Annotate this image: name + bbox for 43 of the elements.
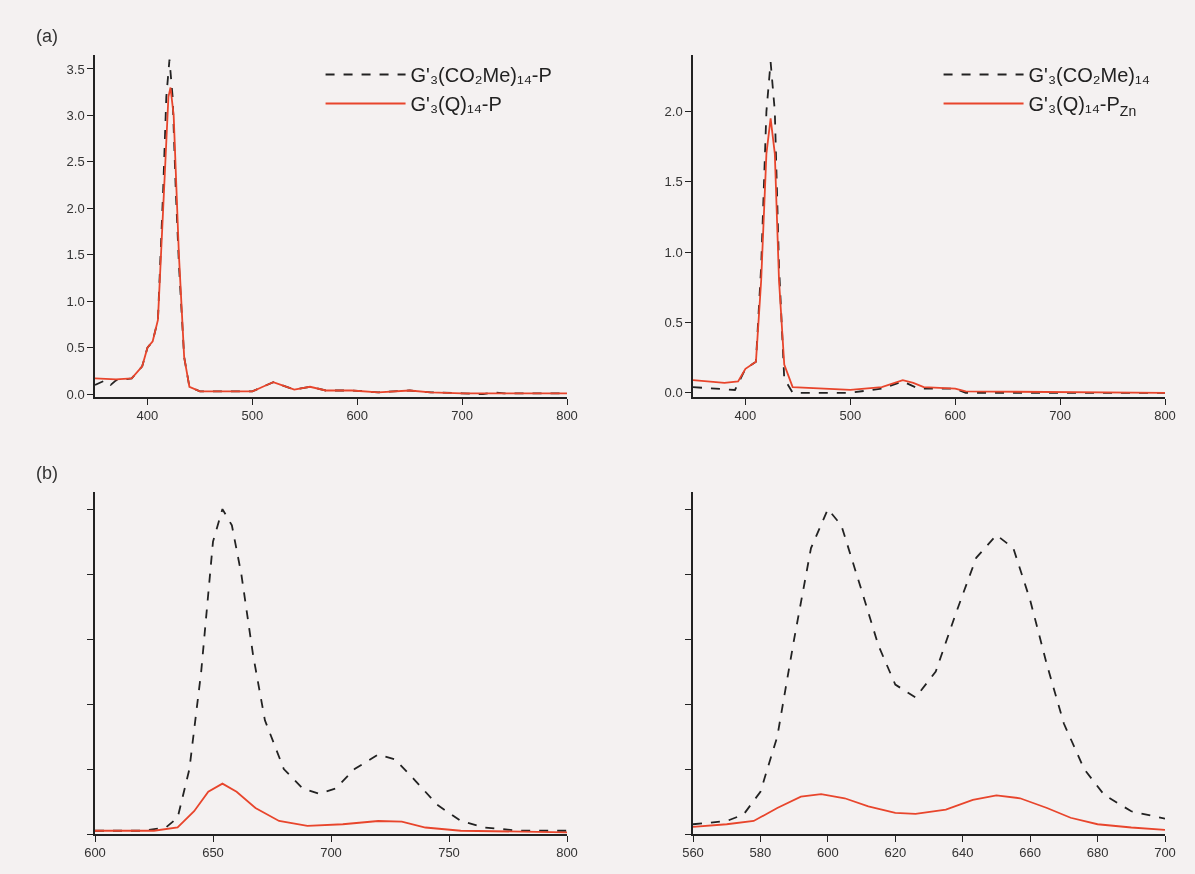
x-tick-label: 600 xyxy=(84,845,106,861)
x-tick-label: 700 xyxy=(451,408,473,424)
legend-label: G'₃(Q)₁₄-P xyxy=(410,93,502,116)
y-tick-label: 0.5 xyxy=(66,340,85,356)
y-tick-label: 0.0 xyxy=(66,386,85,402)
x-tick-label: 800 xyxy=(1154,408,1176,424)
legend-label: G'₃(CO₂Me)₁₄-P xyxy=(410,64,552,87)
x-tick-label: 800 xyxy=(556,845,578,861)
y-tick-label: 1.0 xyxy=(66,293,85,309)
line-series xyxy=(693,117,1165,394)
x-tick-label: 600 xyxy=(817,845,839,861)
x-tick-label: 680 xyxy=(1086,845,1109,861)
x-tick-label: 640 xyxy=(951,845,974,861)
text: (a) xyxy=(36,26,58,46)
text: (b) xyxy=(36,463,58,483)
y-tick-label: 0.0 xyxy=(664,385,683,401)
y-tick-label: 1.5 xyxy=(664,174,683,190)
x-tick-label: 500 xyxy=(839,408,862,424)
x-tick-label: 700 xyxy=(1049,408,1071,424)
x-tick-label: 800 xyxy=(556,408,578,424)
x-tick-label: 700 xyxy=(1154,845,1176,861)
y-tick-label: 1.0 xyxy=(664,244,683,260)
x-tick-label: 560 xyxy=(682,845,704,861)
x-tick-label: 700 xyxy=(320,845,342,861)
y-tick-label: 2.0 xyxy=(664,103,683,119)
x-tick-label: 400 xyxy=(734,408,757,424)
x-tick-label: 500 xyxy=(241,408,264,424)
x-tick-label: 580 xyxy=(749,845,772,861)
y-tick-label: 2.5 xyxy=(66,154,85,170)
y-tick-label: 3.0 xyxy=(66,107,85,123)
x-tick-label: 600 xyxy=(346,408,369,424)
x-tick-label: 750 xyxy=(438,845,460,861)
x-tick-label: 400 xyxy=(136,408,159,424)
x-tick-label: 650 xyxy=(202,845,224,861)
y-tick-label: 3.5 xyxy=(66,61,85,77)
legend-label: G'₃(CO₂Me)₁₄ xyxy=(1028,64,1150,87)
x-tick-label: 620 xyxy=(884,845,907,861)
y-tick-label: 1.5 xyxy=(66,247,85,263)
y-tick-label: 0.5 xyxy=(664,314,683,330)
x-tick-label: 660 xyxy=(1019,845,1041,861)
legend-label: G'₃(Q)₁₄-P$_{Zn}$ xyxy=(1028,93,1137,119)
y-tick-label: 2.0 xyxy=(66,200,85,216)
x-tick-label: 600 xyxy=(944,408,967,424)
